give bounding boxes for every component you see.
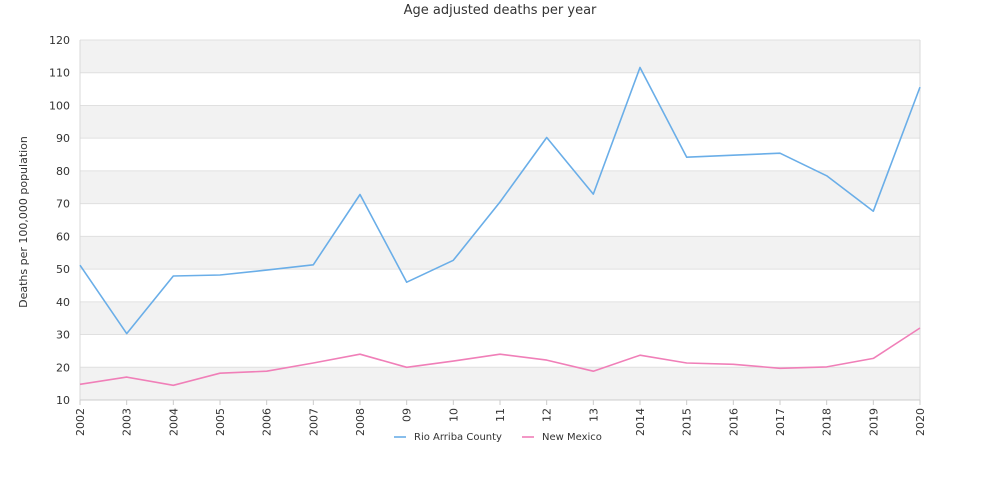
x-tick-label: 2020	[914, 408, 927, 436]
x-tick-label: 2017	[774, 408, 787, 436]
legend-label: Rio Arriba County	[414, 432, 502, 443]
legend: Rio Arriba County New Mexico	[394, 432, 602, 443]
grid-bands	[80, 40, 920, 400]
x-tick-label: 2015	[681, 408, 694, 436]
grid-band	[80, 203, 920, 237]
y-tick-label: 10	[56, 394, 70, 407]
x-tick-label: 2007	[307, 408, 320, 436]
x-tick-label: 10	[447, 408, 460, 422]
grid-band	[80, 170, 920, 204]
y-tick-label: 120	[49, 34, 70, 47]
grid-band	[80, 40, 920, 73]
y-tick-label: 30	[56, 329, 70, 342]
y-tick-label: 100	[49, 99, 70, 112]
x-tick-label: 2005	[214, 408, 227, 436]
grid-band	[80, 105, 920, 139]
grid-band	[80, 72, 920, 106]
y-tick-label: 20	[56, 361, 70, 374]
x-tick-label: 09	[401, 408, 414, 422]
x-tick-label: 2018	[821, 408, 834, 436]
x-tick-label: 12	[541, 408, 554, 422]
y-tick-label: 50	[56, 263, 70, 276]
legend-label: New Mexico	[542, 432, 602, 443]
grid-band	[80, 367, 920, 400]
y-tick-label: 70	[56, 198, 70, 211]
x-tick-label: 2016	[727, 408, 740, 436]
y-tick-label: 110	[49, 67, 70, 80]
grid-band	[80, 236, 920, 270]
legend-item[interactable]: New Mexico	[522, 432, 602, 443]
chart-title: Age adjusted deaths per year	[403, 3, 597, 18]
x-tick-label: 2008	[354, 408, 367, 436]
y-tick-label: 40	[56, 296, 70, 309]
y-tick-label: 90	[56, 132, 70, 145]
x-tick-label: 2002	[74, 408, 87, 436]
x-tick-label: 2006	[261, 408, 274, 436]
grid-band	[80, 269, 920, 302]
x-axis-ticks: 2002 2003 2004 2005 2006 2007 2008 09 10 11 12 13 20…	[74, 400, 927, 436]
legend-item[interactable]: Rio Arriba County	[394, 432, 502, 443]
x-tick-label: 2004	[167, 408, 180, 436]
y-tick-label: 60	[56, 230, 70, 243]
x-tick-label: 2003	[121, 408, 134, 436]
grid-band	[80, 301, 920, 335]
grid-band	[80, 138, 920, 171]
y-tick-label: 80	[56, 165, 70, 178]
x-tick-label: 2019	[867, 408, 880, 436]
grid-band	[80, 334, 920, 368]
series-lines	[79, 66, 921, 387]
x-tick-label: 13	[587, 408, 600, 422]
x-tick-label: 2014	[634, 408, 647, 436]
y-axis-label: Deaths per 100,000 population	[17, 136, 30, 308]
y-axis-ticks: 10 20 30 40 50 60 70 80 90 100 110 120	[49, 34, 70, 407]
x-tick-label: 11	[494, 408, 507, 422]
